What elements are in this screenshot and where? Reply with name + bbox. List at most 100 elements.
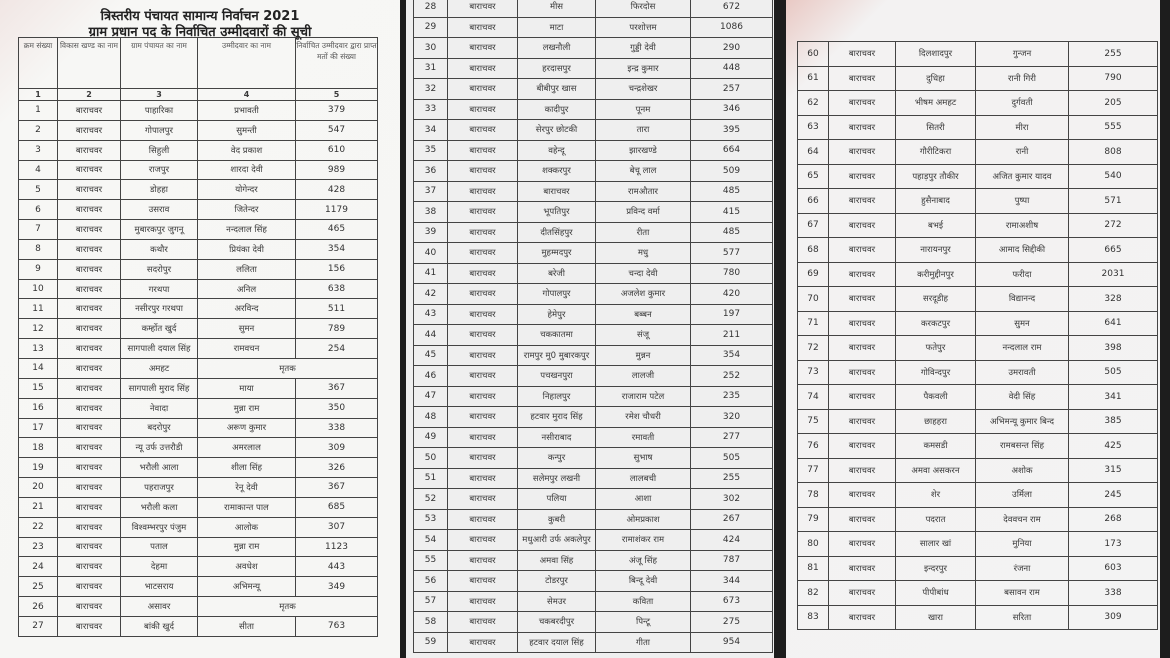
serial-cell: 81 [797, 555, 829, 581]
panchayat-cell: वहेन्दू [517, 139, 596, 161]
table-row: 14 बाराचवर अमहट मृतक [18, 357, 378, 379]
panchayat-cell: पाहारिका [120, 100, 198, 121]
serial-cell: 70 [797, 286, 829, 312]
table-row: 40 बाराचवर मुहम्मदपुर मधु 577 [413, 242, 773, 264]
candidate-cell: अवधेश [197, 556, 296, 578]
results-table-2: 28 बाराचवर मीस फिरदोस 672 29 बाराचवर माटा परशोत्… [413, 0, 773, 653]
panchayat-cell: गोविन्दपुर [895, 359, 976, 385]
panchayat-cell: सागपाली दयाल सिंह [120, 338, 198, 359]
table-row: 27 बाराचवर बांकी खुर्द सीता 763 [18, 615, 378, 637]
table-row: 23 बाराचवर पताल मुन्ना राम 1123 [18, 536, 378, 558]
candidate-cell: सुमन [975, 310, 1069, 336]
candidate-cell: फरीदा [975, 261, 1069, 287]
table-row: 57 बाराचवर सेमउर कविता 673 [413, 590, 773, 612]
candidate-cell: गुन्जन [975, 41, 1069, 67]
votes-cell: 571 [1068, 188, 1158, 214]
table-row: 66 बाराचवर हुसैनाबाद पुष्पा 571 [797, 188, 1158, 214]
panchayat-cell: निहालपुर [517, 385, 596, 407]
votes-cell: 328 [1068, 286, 1158, 312]
panchayat-cell: लखनौली [517, 37, 596, 59]
serial-cell: 36 [413, 160, 448, 182]
serial-cell: 83 [797, 604, 829, 630]
block-cell: बाराचवर [447, 549, 518, 571]
table-row: 9 बाराचवर सदरोपुर ललिता 156 [18, 258, 378, 280]
table-row: 62 बाराचवर भीषम अमहट दुर्गवती 205 [797, 90, 1158, 116]
candidate-cell: मुन्ना राम [197, 397, 296, 419]
block-cell: बाराचवर [447, 590, 518, 612]
block-cell: बाराचवर [57, 119, 121, 141]
candidate-cell: चन्दा देवी [595, 262, 691, 284]
block-cell: बाराचवर [828, 433, 896, 459]
candidate-cell: गीता [595, 631, 691, 653]
panchayat-cell: नसीरपुर गरथपा [120, 298, 198, 320]
header-panchayat: ग्राम पंचायत का नाम [120, 37, 198, 89]
block-cell: बाराचवर [447, 385, 518, 407]
serial-cell: 79 [797, 506, 829, 532]
serial-cell: 76 [797, 433, 829, 459]
votes-cell: 267 [690, 508, 773, 530]
panchayat-cell: अमवा सिंह [517, 549, 596, 571]
votes-cell: 341 [1068, 384, 1158, 410]
panchayat-cell: बीबीपुर खास [517, 78, 596, 100]
panchayat-cell: इन्दरपुर [895, 555, 976, 581]
table-row: 74 बाराचवर पैकवली वेदी सिंह 341 [797, 384, 1158, 410]
candidate-cell: आशा [595, 488, 691, 510]
candidate-cell: मुन्ना राम [197, 536, 296, 558]
serial-cell: 13 [18, 338, 58, 359]
panchayat-cell: करकटपुर [895, 310, 976, 336]
votes-cell: 989 [295, 159, 378, 181]
panchayat-cell: छाहहरा [895, 408, 976, 434]
table-row: 54 बाराचवर मधुआरी उर्फ अकलेपुर रामाशंकर राम… [413, 529, 773, 551]
serial-cell: 69 [797, 261, 829, 287]
votes-cell: 2031 [1068, 261, 1158, 287]
candidate-cell: रेनू देवी [197, 477, 296, 498]
panchayat-cell: डोहहा [120, 179, 198, 201]
serial-cell: 8 [18, 238, 58, 260]
deceased-status-cell: मृतक [197, 357, 378, 379]
table-row: 75 बाराचवर छाहहरा अभिमन्यू कुमार बिन्द 385 [797, 408, 1158, 434]
serial-cell: 31 [413, 57, 448, 79]
panchayat-cell: उसराव [120, 199, 198, 221]
block-cell: बाराचवर [447, 139, 518, 161]
block-cell: बाराचवर [447, 447, 518, 469]
votes-cell: 350 [295, 397, 378, 419]
candidate-cell: बिन्दू देवी [595, 570, 691, 592]
serial-cell: 34 [413, 119, 448, 141]
block-cell: बाराचवर [57, 596, 121, 617]
table-row: 16 बाराचवर नेवादा मुन्ना राम 350 [18, 397, 378, 419]
candidate-cell: मुनिया [975, 531, 1069, 557]
votes-cell: 540 [1068, 163, 1158, 189]
serial-cell: 32 [413, 78, 448, 100]
serial-cell: 74 [797, 384, 829, 410]
block-cell: बाराचवर [57, 219, 121, 240]
block-cell: बाराचवर [447, 570, 518, 592]
serial-cell: 47 [413, 385, 448, 407]
block-cell: बाराचवर [828, 261, 896, 287]
block-cell: बाराचवर [828, 531, 896, 557]
block-cell: बाराचवर [828, 482, 896, 508]
candidate-cell: रानी [975, 139, 1069, 165]
serial-cell: 53 [413, 508, 448, 530]
panchayat-cell: दीतसिंहपुर [517, 221, 596, 243]
candidate-cell: मधु [595, 242, 691, 264]
votes-cell: 555 [1068, 114, 1158, 140]
table-row: 39 बाराचवर दीतसिंहपुर रीता 485 [413, 221, 773, 243]
table-row: 29 बाराचवर माटा परशोत्तम 1086 [413, 16, 773, 38]
candidate-cell: रामबसन्त सिंह [975, 433, 1069, 459]
votes-cell: 354 [295, 238, 378, 260]
candidate-cell: कविता [595, 590, 691, 612]
block-cell: बाराचवर [828, 163, 896, 189]
candidate-cell: पिन्टू [595, 611, 691, 633]
votes-cell: 665 [1068, 237, 1158, 263]
candidate-cell: ओमप्रकाश [595, 508, 691, 530]
votes-cell: 672 [690, 0, 773, 18]
panchayat-cell: कमसडी [895, 433, 976, 459]
serial-cell: 21 [18, 496, 58, 518]
block-cell: बाराचवर [57, 496, 121, 518]
panchayat-cell: सिहुली [120, 139, 198, 161]
serial-cell: 22 [18, 516, 58, 538]
serial-cell: 42 [413, 283, 448, 305]
block-cell: बाराचवर [447, 0, 518, 18]
block-cell: बाराचवर [828, 359, 896, 385]
serial-cell: 11 [18, 298, 58, 320]
